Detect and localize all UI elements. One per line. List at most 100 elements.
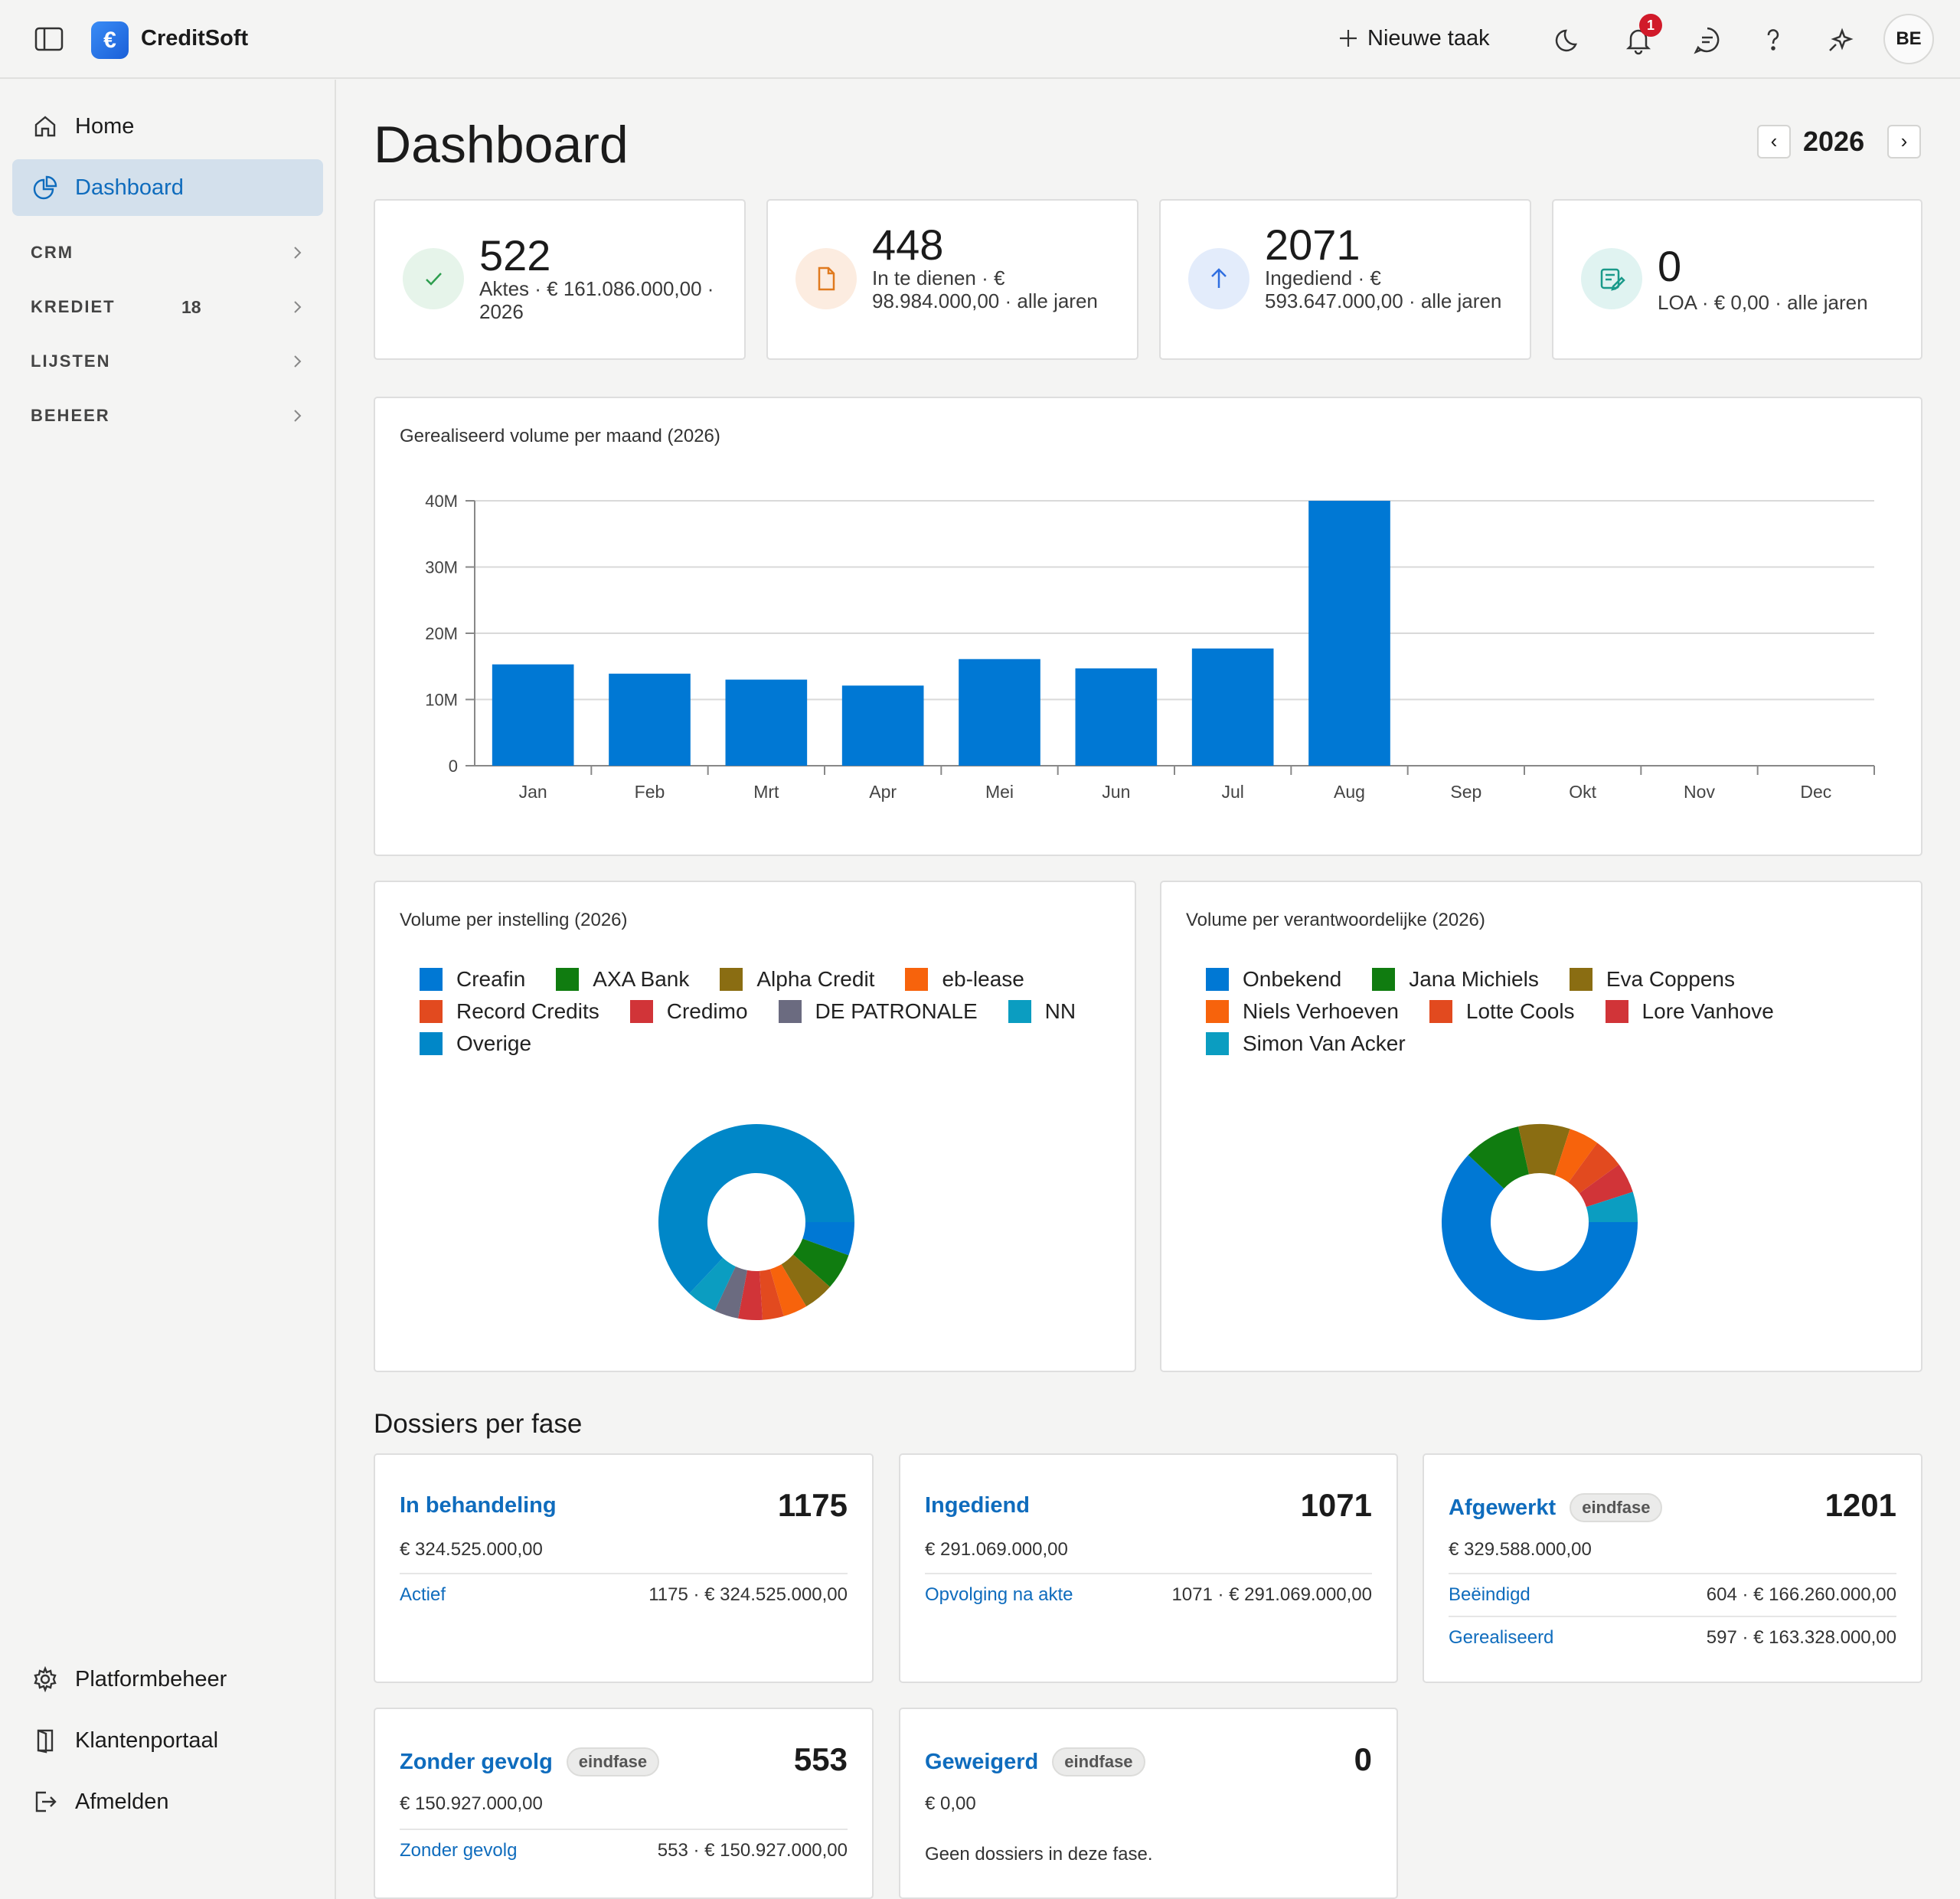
donut-slice[interactable] <box>689 1257 736 1311</box>
monthly-volume-bar-chart: 0 10M 20M 30M 40M Jan Feb Mrt Apr Mei Jun Jul Aug Sep… <box>425 492 1875 802</box>
phase-row-link[interactable]: Opvolging na akte <box>925 1584 1073 1605</box>
phase-count: 1175 <box>777 1487 848 1523</box>
phase-card-afgewerkt[interactable]: Afgewerkt eindfase 1201 € 329.588.000,00 … <box>1423 1453 1922 1683</box>
legend-item[interactable]: Jana Michiels <box>1372 967 1539 991</box>
bar-jun[interactable] <box>1075 668 1158 766</box>
y-tick-label: 30M <box>425 558 458 577</box>
bar-mrt[interactable] <box>725 679 808 766</box>
donut-slice[interactable] <box>802 1222 854 1256</box>
phase-empty-message: Geen dossiers in deze fase. <box>925 1844 1153 1865</box>
sidebar-item-dashboard[interactable]: Dashboard <box>12 159 323 216</box>
legend-item[interactable]: DE PATRONALE <box>778 999 978 1023</box>
donut-slice[interactable] <box>658 1124 854 1294</box>
legend-label: eb-lease <box>942 967 1024 991</box>
donut-slice[interactable] <box>1579 1164 1633 1208</box>
donut-slice[interactable] <box>714 1266 748 1319</box>
kpi-value: 448 <box>872 221 944 269</box>
donut-slice[interactable] <box>1518 1124 1570 1176</box>
sidebar-item-label: Afmelden <box>75 1789 169 1814</box>
legend-label: Record Credits <box>456 999 599 1023</box>
donut-slice[interactable] <box>1442 1155 1638 1320</box>
legend-item[interactable]: NN <box>1008 999 1076 1023</box>
legend-label: NN <box>1044 999 1076 1023</box>
volume-per-verantwoordelijke-donut <box>1442 1124 1638 1320</box>
sidebar-section-crm[interactable]: CRM <box>31 237 306 268</box>
bar-jul[interactable] <box>1191 648 1274 766</box>
help-icon[interactable] <box>1758 25 1788 55</box>
phase-name-link[interactable]: Geweigerd eindfase <box>925 1747 1145 1776</box>
chevron-right-icon <box>294 301 302 313</box>
previous-year-button[interactable]: ‹ <box>1757 125 1791 159</box>
donut-slice[interactable] <box>793 1238 849 1287</box>
donut-slice[interactable] <box>760 1269 784 1320</box>
donut-slice[interactable] <box>781 1254 831 1307</box>
phase-row-link[interactable]: Beëindigd <box>1449 1584 1530 1605</box>
legend-item[interactable]: Overige <box>420 1031 531 1055</box>
sidebar-item-platformbeheer[interactable]: Platformbeheer <box>12 1651 323 1708</box>
kpi-card-aktes[interactable]: 522 Aktes · € 161.086.000,00 · 2026 <box>374 199 746 360</box>
legend-item[interactable]: Simon Van Acker <box>1206 1031 1406 1055</box>
next-year-button[interactable]: › <box>1887 125 1921 159</box>
legend-item[interactable]: Creafin <box>420 967 525 991</box>
bar-jan[interactable] <box>492 664 574 766</box>
phase-card-geweigerd[interactable]: Geweigerd eindfase 0 € 0,00 Geen dossiers… <box>899 1708 1398 1899</box>
legend-item[interactable]: AXA Bank <box>556 967 690 991</box>
donut-slice[interactable] <box>1586 1191 1638 1222</box>
donut-slice[interactable] <box>738 1270 763 1320</box>
chart-title: Volume per instelling (2026) <box>400 910 628 930</box>
sidebar-section-krediet[interactable]: KREDIET 18 <box>31 292 306 322</box>
phase-name-link[interactable]: Ingediend <box>925 1493 1030 1518</box>
phase-row-link[interactable]: Zonder gevolg <box>400 1840 518 1861</box>
legend-item[interactable]: eb-lease <box>905 967 1024 991</box>
legend-item[interactable]: Alpha Credit <box>720 967 874 991</box>
phase-row-link[interactable]: Actief <box>400 1584 446 1605</box>
phase-card-in-behandeling[interactable]: In behandeling 1175 € 324.525.000,00 Act… <box>374 1453 874 1683</box>
sidebar-item-home[interactable]: Home <box>12 98 323 155</box>
kpi-description: Aktes · € 161.086.000,00 · 2026 <box>479 277 714 323</box>
kpi-card-loa[interactable]: 0 LOA · € 0,00 · alle jaren <box>1552 199 1922 360</box>
legend-item[interactable]: Credimo <box>629 999 748 1023</box>
legend-item[interactable]: Lotte Cools <box>1429 999 1575 1023</box>
chat-icon[interactable] <box>1692 25 1723 55</box>
phase-name-link[interactable]: Afgewerkt eindfase <box>1449 1493 1663 1522</box>
donut-slice[interactable] <box>1568 1142 1619 1194</box>
legend-item[interactable]: Record Credits <box>420 999 599 1023</box>
x-tick-label: Aug <box>1334 782 1365 802</box>
donut-slice[interactable] <box>1468 1126 1530 1189</box>
new-task-button[interactable]: Nieuwe taak <box>1338 23 1490 54</box>
bar-feb[interactable] <box>609 673 691 766</box>
bar-apr[interactable] <box>841 685 924 766</box>
legend-label: AXA Bank <box>593 967 690 991</box>
donut-slice[interactable] <box>1554 1129 1598 1183</box>
bar-aug[interactable] <box>1308 501 1390 766</box>
bar-mei[interactable] <box>959 659 1040 766</box>
sidebar-item-klantenportaal[interactable]: Klantenportaal <box>12 1712 323 1769</box>
phase-name-link[interactable]: Zonder gevolg eindfase <box>400 1747 660 1776</box>
phase-count: 0 <box>1354 1741 1372 1777</box>
legend-swatch <box>420 1000 443 1023</box>
phase-count: 1071 <box>1300 1487 1372 1523</box>
legend-item[interactable]: Lore Vanhove <box>1605 999 1774 1023</box>
kpi-card-in-te-dienen[interactable]: 448 In te dienen · € 98.984.000,00 · all… <box>766 199 1138 360</box>
phase-name-link[interactable]: In behandeling <box>400 1493 557 1518</box>
moon-icon[interactable] <box>1554 25 1585 55</box>
x-tick-label: Jun <box>1102 782 1130 802</box>
sidebar-item-afmelden[interactable]: Afmelden <box>12 1773 323 1830</box>
sidebar-section-beheer[interactable]: BEHEER <box>31 400 306 431</box>
kpi-card-ingediend[interactable]: 2071 Ingediend · € 593.647.000,00 · alle… <box>1159 199 1531 360</box>
sparkle-icon[interactable] <box>1825 25 1856 55</box>
legend-label: Eva Coppens <box>1606 967 1735 991</box>
user-avatar[interactable]: BE <box>1883 14 1934 64</box>
phase-card-zonder-gevolg[interactable]: Zonder gevolg eindfase 553 € 150.927.000,… <box>374 1708 874 1899</box>
phase-card-ingediend[interactable]: Ingediend 1071 € 291.069.000,00 Opvolgin… <box>899 1453 1398 1683</box>
legend-swatch <box>420 968 443 991</box>
legend-item[interactable]: Eva Coppens <box>1569 967 1735 991</box>
legend-item[interactable]: Onbekend <box>1206 967 1341 991</box>
donut-slice[interactable] <box>769 1264 807 1316</box>
phase-row-value: 597 · € 163.328.000,00 <box>1706 1627 1896 1648</box>
legend-item[interactable]: Niels Verhoeven <box>1206 999 1399 1023</box>
phase-row-link[interactable]: Gerealiseerd <box>1449 1627 1554 1648</box>
sidebar-toggle-icon[interactable] <box>34 26 64 52</box>
phase-amount: € 0,00 <box>925 1793 976 1814</box>
sidebar-section-lijsten[interactable]: LIJSTEN <box>31 346 306 377</box>
